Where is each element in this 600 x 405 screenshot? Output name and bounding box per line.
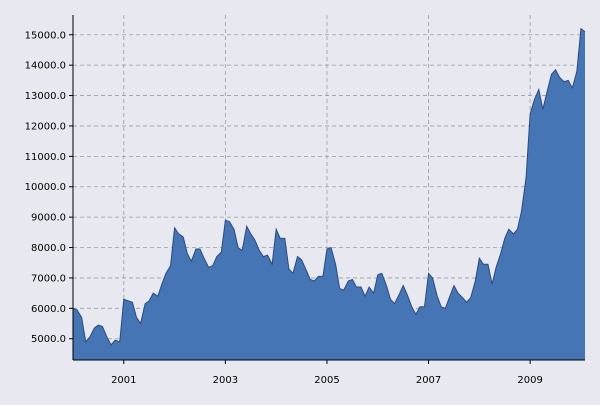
y-tick-label: 12000.0: [25, 121, 66, 132]
y-tick-label: 7000.0: [31, 273, 66, 284]
y-tick-label: 5000.0: [31, 334, 66, 345]
axes-layer: [69, 15, 585, 364]
y-tick-label: 8000.0: [31, 243, 66, 254]
area-fill-series-0: [73, 28, 585, 361]
y-tick-label: 9000.0: [31, 213, 66, 224]
x-tick-label: 2005: [314, 375, 339, 386]
y-tick-label: 13000.0: [25, 91, 66, 102]
x-tick-label: 2007: [416, 375, 441, 386]
y-tick-label: 14000.0: [25, 61, 66, 72]
y-tick-label: 11000.0: [25, 152, 66, 163]
series-layer: [72, 27, 586, 361]
tick-labels: 5000.0 6000.0 7000.0 8000.0 9000.0 10000.0 110…: [25, 30, 543, 386]
area-line-series-0: [72, 27, 586, 346]
x-tick-label: 2009: [517, 375, 542, 386]
x-tick-label: 2001: [111, 375, 136, 386]
x-tick-label: 2003: [213, 375, 238, 386]
y-tick-label: 6000.0: [31, 304, 66, 315]
y-tick-label: 10000.0: [25, 182, 66, 193]
y-tick-label: 15000.0: [25, 30, 66, 41]
